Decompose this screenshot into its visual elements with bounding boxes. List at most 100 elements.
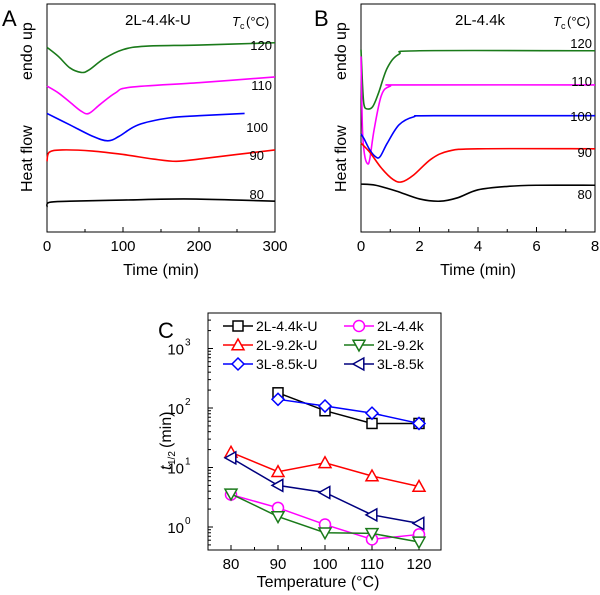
curve-a-100 xyxy=(46,112,245,142)
curve-b-100 xyxy=(360,114,596,159)
panel-title-a: 2L-4.4k-U xyxy=(125,12,191,29)
y-tick-base: 10 xyxy=(167,520,184,537)
marker-3l-8-5k-u xyxy=(411,416,427,431)
curve-a-90 xyxy=(46,149,276,163)
y-axis-label-extra-a: endo up xyxy=(19,22,36,80)
tc-unit-a: (°C) xyxy=(246,14,269,29)
panel-b: B 2L-4.4k T c (°C) Heat flow endo up 120… xyxy=(314,3,599,279)
legend-label: 2L-4.4k xyxy=(377,318,425,334)
marker-3l-8-5k-u xyxy=(270,392,286,407)
marker-3l-8-5k xyxy=(270,478,284,493)
marker-3l-8-5k xyxy=(411,516,425,531)
x-tick-label: 6 xyxy=(532,238,540,255)
legend-label: 2L-9.2k xyxy=(377,337,425,353)
marker-2l-9-2k xyxy=(223,488,239,502)
y-axis-label-c: t 1/2 (min) xyxy=(158,412,178,470)
marker-2l-9-2k-u xyxy=(317,455,333,469)
legend-entry-3l-8-5k-u: 3L-8.5k-U xyxy=(223,356,317,372)
curve-b-110 xyxy=(360,56,596,165)
line-2l-4-4k-u xyxy=(277,392,419,425)
series-label-a-90: 90 xyxy=(250,148,264,163)
series-group-c xyxy=(223,387,427,550)
y-tick-base: 10 xyxy=(167,401,184,418)
legend-entry-2l-4-4k: 2L-4.4k xyxy=(344,318,425,334)
y-tick-base: 10 xyxy=(167,461,184,478)
t-symbol-c: t xyxy=(158,465,175,470)
x-tick-label: 100 xyxy=(110,238,135,255)
x-axis-label-a: Time (min) xyxy=(123,262,199,279)
panel-label-a: A xyxy=(2,6,17,31)
series-label-a-110: 110 xyxy=(251,78,272,93)
series-group-b: 120 110 100 90 80 xyxy=(360,36,596,203)
legend-title-a: T c (°C) xyxy=(232,14,269,31)
series-label-b-90: 90 xyxy=(578,145,592,160)
legend-marker xyxy=(230,337,246,351)
marker-3l-8-5k-u xyxy=(364,406,380,421)
x-tick-label: 120 xyxy=(406,556,431,573)
x-tick-label: 300 xyxy=(262,238,287,255)
legend-label: 2L-9.2k-U xyxy=(256,337,317,353)
series-label-a-80: 80 xyxy=(250,187,264,202)
x-tick-label: 4 xyxy=(474,238,482,255)
marker-3l-8-5k xyxy=(223,450,237,466)
x-ticks-c: 80 90 100 110 120 xyxy=(223,545,432,573)
x-tick-label: 2 xyxy=(415,238,423,255)
marker-3l-8-5k-u xyxy=(317,398,333,414)
y-tick-label: 10 3 xyxy=(167,338,191,359)
plot-frame-b xyxy=(360,3,596,233)
x-tick-label: 0 xyxy=(43,238,51,255)
x-ticks-a: 0 100 200 300 xyxy=(43,227,288,255)
tc-unit-b: (°C) xyxy=(567,14,590,29)
marker-3l-8-5k xyxy=(364,507,378,523)
marker-2l-9-2k xyxy=(411,536,427,550)
y-tick-base: 10 xyxy=(167,342,184,359)
x-tick-label: 110 xyxy=(360,556,384,573)
tc-subscript-a: c xyxy=(240,21,245,31)
series-label-a-120: 120 xyxy=(250,38,272,53)
legend-entry-2l-9-2k: 2L-9.2k xyxy=(344,337,425,353)
x-tick-label: 200 xyxy=(186,238,211,255)
curve-b-80 xyxy=(360,183,596,203)
legend-marker xyxy=(351,339,367,353)
y-tick-label: 10 2 xyxy=(167,397,191,418)
curve-a-80 xyxy=(46,198,276,208)
x-tick-label: 80 xyxy=(223,556,240,573)
x-tick-label: 90 xyxy=(270,556,287,573)
series-label-b-100: 100 xyxy=(570,109,592,124)
panel-label-b: B xyxy=(314,6,329,31)
legend-marker xyxy=(352,319,366,333)
series-label-b-110: 110 xyxy=(571,74,592,89)
x-tick-label: 0 xyxy=(357,238,365,255)
series-label-b-120: 120 xyxy=(570,36,592,51)
panel-title-b: 2L-4.4k xyxy=(455,12,506,29)
legend-entry-3l-8-5k: 3L-8.5k xyxy=(344,356,425,372)
legend-label: 2L-4.4k-U xyxy=(256,318,317,334)
y-axis-label-b: Heat flow xyxy=(333,125,350,192)
t-unit-c: (min) xyxy=(158,412,175,448)
x-axis-label-b: Time (min) xyxy=(440,262,516,279)
tc-subscript-b: c xyxy=(561,21,566,31)
curve-b-90 xyxy=(360,142,596,183)
y-tick-exponent: 0 xyxy=(185,516,191,527)
legend-c: 2L-4.4k-U 2L-4.4k 2L-9.2k-U 2L-9.2k 3L-8.5k-… xyxy=(223,318,425,372)
y-tick-label: 10 0 xyxy=(167,516,191,537)
series-label-b-80: 80 xyxy=(578,187,592,202)
marker-2l-9-2k xyxy=(270,510,286,525)
panel-label-c: C xyxy=(158,318,174,343)
marker-3l-8-5k xyxy=(317,485,331,500)
y-tick-exponent: 1 xyxy=(185,457,191,468)
legend-label: 3L-8.5k-U xyxy=(256,356,317,372)
curve-a-110 xyxy=(46,76,276,115)
series-label-a-100: 100 xyxy=(246,120,268,135)
y-tick-exponent: 3 xyxy=(185,338,191,349)
y-axis-label-extra-b: endo up xyxy=(333,22,350,80)
line-3l-8-5k-u xyxy=(277,398,420,425)
legend-marker xyxy=(351,356,365,372)
t-subscript-c: 1/2 xyxy=(167,451,178,465)
y-tick-exponent: 2 xyxy=(185,397,191,408)
marker-2l-9-2k xyxy=(317,527,333,541)
tc-symbol-b: T xyxy=(553,14,562,29)
tc-symbol-a: T xyxy=(232,14,241,29)
marker-2l-9-2k-u xyxy=(364,468,380,482)
